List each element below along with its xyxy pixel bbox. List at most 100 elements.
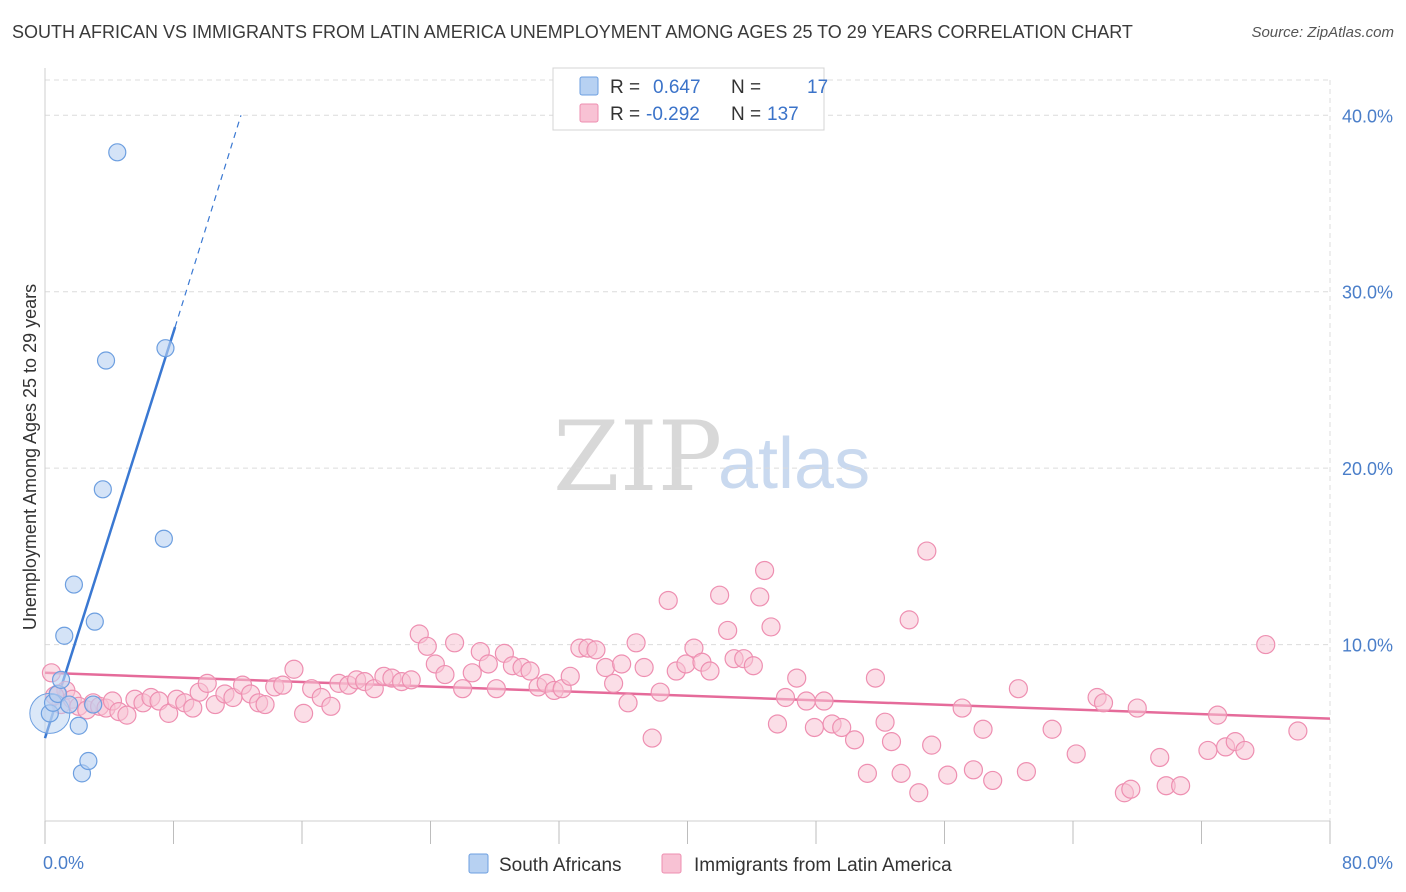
data-point-immigrants-129 xyxy=(1235,740,1255,761)
data-point-immigrants-90 xyxy=(767,714,788,734)
legend-n-label-2: N = xyxy=(731,104,761,125)
data-point-immigrants-75 xyxy=(650,682,670,702)
y-tick-label-20: 20.0% xyxy=(1342,459,1393,479)
data-point-south-africans-4 xyxy=(55,626,74,645)
data-point-immigrants-112 xyxy=(983,770,1003,791)
data-point-south-africans-15 xyxy=(154,529,173,548)
data-point-immigrants-64 xyxy=(560,666,580,686)
data-point-immigrants-122 xyxy=(1150,747,1170,768)
data-point-immigrants-102 xyxy=(881,732,902,752)
data-point-immigrants-95 xyxy=(814,691,834,711)
data-point-immigrants-113 xyxy=(1008,679,1028,699)
data-point-immigrants-76 xyxy=(658,590,678,611)
data-point-immigrants-59 xyxy=(520,661,540,681)
data-point-immigrants-100 xyxy=(865,668,886,688)
data-point-immigrants-82 xyxy=(710,585,730,605)
data-point-immigrants-68 xyxy=(595,657,616,678)
legend-swatch-blue xyxy=(579,76,599,96)
bottom-legend-label-immigrants: Immigrants from Latin America xyxy=(694,855,952,876)
data-point-immigrants-118 xyxy=(1093,693,1114,713)
data-point-immigrants-36 xyxy=(321,696,341,716)
data-point-immigrants-71 xyxy=(618,693,638,713)
data-point-immigrants-91 xyxy=(775,687,796,708)
data-point-south-africans-16 xyxy=(156,339,175,358)
watermark-atlas: atlas xyxy=(718,424,870,504)
data-point-immigrants-69 xyxy=(604,673,624,693)
data-point-immigrants-104 xyxy=(899,610,919,630)
data-point-immigrants-67 xyxy=(586,640,606,660)
watermark-zip: ZIP xyxy=(553,401,722,513)
data-point-immigrants-32 xyxy=(284,659,304,679)
data-point-immigrants-52 xyxy=(462,663,482,683)
data-point-immigrants-86 xyxy=(743,656,763,676)
data-point-immigrants-120 xyxy=(1121,779,1141,799)
data-point-immigrants-108 xyxy=(938,765,958,785)
data-point-immigrants-98 xyxy=(844,730,865,750)
data-point-immigrants-116 xyxy=(1066,744,1086,764)
data-point-immigrants-87 xyxy=(750,587,770,607)
legend-n-value-2: 137 xyxy=(767,104,799,125)
data-point-immigrants-126 xyxy=(1207,705,1228,725)
data-point-immigrants-73 xyxy=(634,657,654,678)
data-point-immigrants-49 xyxy=(435,664,455,685)
data-point-immigrants-22 xyxy=(197,673,217,693)
data-point-immigrants-114 xyxy=(1016,761,1037,782)
data-point-south-africans-11 xyxy=(85,612,104,631)
x-tick-label-min: 0.0% xyxy=(43,853,84,873)
data-point-immigrants-125 xyxy=(1198,740,1218,761)
data-point-south-africans-12 xyxy=(93,480,112,499)
data-point-immigrants-99 xyxy=(857,763,878,783)
legend-r-value-2: -0.292 xyxy=(646,104,700,125)
legend-n-label-1: N = xyxy=(731,77,761,98)
data-point-south-africans-10 xyxy=(84,695,103,714)
data-point-immigrants-115 xyxy=(1042,719,1062,739)
data-point-immigrants-110 xyxy=(963,760,984,780)
trend-line-immigrants xyxy=(44,671,1331,720)
data-point-immigrants-81 xyxy=(700,661,720,681)
legend: R = 0.647 N = 17 R = -0.292 N = 137 xyxy=(552,67,828,131)
data-point-immigrants-101 xyxy=(875,712,895,732)
legend-r-label-1: R = xyxy=(610,77,640,98)
data-point-immigrants-111 xyxy=(973,719,993,739)
data-point-immigrants-106 xyxy=(917,541,937,561)
bottom-legend-label-south-africans: South Africans xyxy=(499,855,622,876)
y-tick-label-40: 40.0% xyxy=(1342,106,1393,126)
bottom-legend: South Africans Immigrants from Latin Ame… xyxy=(468,853,952,876)
bottom-legend-swatch-blue xyxy=(468,853,489,874)
source-label: Source: ZipAtlas.com xyxy=(1251,24,1394,41)
data-point-immigrants-92 xyxy=(787,668,807,688)
data-point-south-africans-6 xyxy=(64,575,84,594)
y-axis-label-group: Unemployment Among Ages 25 to 29 years xyxy=(20,284,40,630)
data-point-immigrants-105 xyxy=(909,783,929,803)
data-point-immigrants-109 xyxy=(952,698,972,718)
data-point-immigrants-74 xyxy=(642,728,662,748)
data-point-immigrants-89 xyxy=(761,617,781,637)
data-point-immigrants-70 xyxy=(612,654,632,674)
data-point-immigrants-45 xyxy=(401,670,421,690)
x-tick-label-max: 80.0% xyxy=(1342,853,1393,873)
legend-r-value-1: 0.647 xyxy=(653,77,701,98)
legend-n-value-1: 17 xyxy=(807,77,828,98)
data-point-immigrants-93 xyxy=(796,691,816,711)
data-point-immigrants-83 xyxy=(718,620,738,641)
trend-lines xyxy=(43,115,1331,739)
data-point-south-africans-7 xyxy=(69,716,88,735)
data-point-south-africans-13 xyxy=(96,351,116,370)
chart-title: SOUTH AFRICAN VS IMMIGRANTS FROM LATIN A… xyxy=(12,22,1133,42)
data-point-south-africans-14 xyxy=(108,143,127,162)
data-point-immigrants-97 xyxy=(832,717,852,738)
trend-line-south-africans xyxy=(43,326,177,739)
legend-swatch-pink xyxy=(579,103,599,123)
data-point-immigrants-124 xyxy=(1171,776,1191,796)
y-axis-label: Unemployment Among Ages 25 to 29 years xyxy=(20,284,40,630)
data-point-immigrants-12 xyxy=(117,705,137,725)
data-point-immigrants-54 xyxy=(478,654,498,674)
series-south-africans xyxy=(29,143,175,783)
data-point-south-africans-3 xyxy=(51,670,71,689)
trend-line-south-africans-extension xyxy=(174,115,242,328)
bottom-legend-swatch-pink xyxy=(661,853,682,874)
data-point-immigrants-88 xyxy=(754,560,775,581)
data-point-immigrants-121 xyxy=(1127,698,1147,718)
y-tick-label-10: 10.0% xyxy=(1342,636,1393,656)
